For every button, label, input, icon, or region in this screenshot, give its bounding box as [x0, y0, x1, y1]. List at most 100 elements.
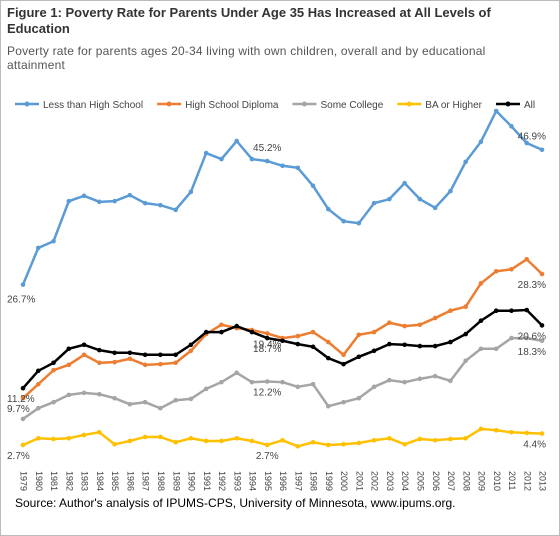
source-note: Source: Author's analysis of IPUMS-CPS, … — [15, 496, 456, 510]
data-point — [66, 392, 72, 398]
data-point — [417, 196, 423, 202]
data-point — [524, 140, 530, 146]
data-point — [127, 438, 133, 444]
data-point — [219, 322, 224, 328]
data-point — [310, 329, 316, 335]
data-point — [524, 335, 530, 341]
data-point — [112, 350, 117, 356]
data-point — [158, 202, 163, 208]
x-tick-label: 2011 — [507, 471, 517, 490]
data-point — [158, 405, 163, 411]
data-point — [188, 396, 194, 402]
data-point — [97, 429, 102, 435]
data-point — [66, 435, 72, 441]
data-point — [66, 346, 72, 352]
legend-marker — [301, 101, 307, 107]
data-label: 45.2% — [253, 143, 281, 154]
data-point — [478, 139, 484, 145]
x-tick-label: 1998 — [309, 471, 319, 491]
data-point — [219, 329, 224, 335]
data-point — [341, 399, 346, 405]
data-point — [35, 245, 41, 251]
data-point — [81, 342, 87, 348]
legend-marker — [505, 101, 511, 107]
data-point — [234, 435, 240, 441]
data-point — [341, 361, 346, 367]
x-tick-label: 1987 — [141, 471, 151, 491]
data-point — [280, 163, 285, 169]
data-point — [371, 348, 377, 354]
x-tick-label: 1991 — [202, 471, 212, 491]
data-point — [112, 359, 117, 365]
data-point — [432, 373, 438, 379]
data-point — [142, 200, 148, 206]
data-point — [417, 376, 423, 382]
data-point — [463, 435, 468, 441]
data-point — [478, 281, 484, 286]
data-point — [20, 395, 26, 401]
data-point — [112, 198, 117, 204]
data-point — [264, 442, 270, 448]
data-point — [325, 339, 331, 345]
data-point — [264, 158, 270, 164]
legend-marker — [406, 101, 412, 107]
x-tick-label: 1988 — [156, 471, 166, 491]
chart-subtitle: Poverty rate for parents ages 20-34 livi… — [7, 44, 486, 72]
data-point — [280, 379, 285, 385]
data-point — [219, 379, 224, 385]
data-point — [20, 385, 26, 391]
data-point — [295, 165, 301, 171]
x-tick-label: 1982 — [64, 471, 74, 491]
x-tick-label: 2002 — [370, 471, 380, 491]
data-point — [493, 308, 499, 314]
data-point — [20, 416, 26, 422]
data-point — [280, 437, 285, 443]
data-point — [295, 444, 301, 449]
x-tick-label: 1979 — [19, 471, 29, 491]
data-point — [249, 329, 255, 335]
data-point — [81, 352, 87, 358]
data-point — [432, 315, 438, 321]
data-point — [539, 431, 545, 436]
legend-label: Less than High School — [43, 100, 143, 111]
data-point — [341, 218, 346, 224]
data-point — [387, 341, 392, 347]
data-label: 28.3% — [518, 280, 546, 291]
data-point — [66, 362, 72, 368]
data-point — [35, 405, 41, 411]
data-point — [173, 397, 178, 403]
data-point — [51, 367, 56, 373]
data-point — [493, 346, 499, 352]
legend-marker — [166, 101, 172, 107]
data-point — [264, 379, 270, 384]
data-point — [325, 355, 331, 361]
data-point — [35, 381, 41, 387]
data-point — [188, 435, 194, 441]
data-point — [371, 200, 377, 206]
data-point — [463, 159, 468, 165]
data-label: 12.2% — [253, 388, 281, 399]
data-point — [20, 282, 26, 287]
data-point — [81, 432, 87, 438]
data-point — [539, 323, 545, 328]
x-tick-label: 1996 — [278, 471, 288, 491]
x-tick-label: 1980 — [34, 471, 44, 491]
data-point — [158, 434, 163, 440]
data-point — [448, 308, 453, 314]
data-point — [51, 238, 56, 244]
legend-label: High School Diploma — [185, 100, 279, 111]
data-point — [402, 323, 407, 329]
data-point — [463, 331, 468, 337]
x-tick-label: 1984 — [95, 471, 105, 491]
data-point — [51, 360, 56, 366]
data-point — [264, 335, 270, 341]
data-point — [463, 304, 468, 310]
chart-title: Figure 1: Poverty Rate for Parents Under… — [7, 5, 491, 36]
data-point — [509, 429, 514, 435]
data-point — [402, 379, 407, 385]
x-tick-label: 2005 — [416, 471, 426, 491]
data-point — [417, 322, 423, 328]
x-tick-label: 1997 — [293, 471, 303, 491]
data-point — [448, 436, 453, 442]
x-tick-label: 1994 — [248, 471, 258, 491]
